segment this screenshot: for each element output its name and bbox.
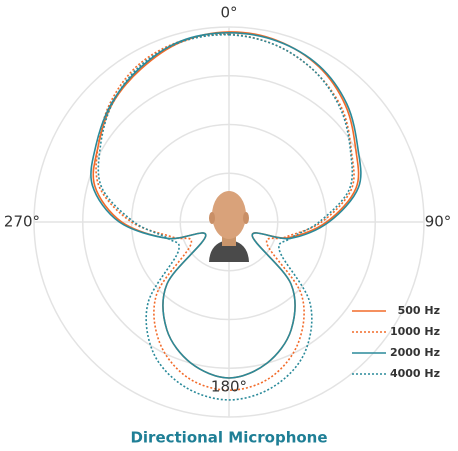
ear [243,212,249,224]
legend-label: 2000 Hz [390,346,440,359]
head [212,191,246,239]
angle-label: 0° [220,4,237,22]
chart-title: Directional Microphone [130,429,327,447]
angle-label: 90° [425,213,452,231]
legend-label: 1000 Hz [390,325,440,338]
legend-label: 4000 Hz [390,367,440,380]
angle-label: 180° [211,378,247,396]
angle-label: 270° [4,213,40,231]
ear [209,212,215,224]
head-icon [209,191,249,262]
chart: 0° 90° 180° 270° 500 Hz 1000 Hz 2000 Hz 4000 Hz… [0,0,458,451]
legend-label: 500 Hz [398,304,440,317]
